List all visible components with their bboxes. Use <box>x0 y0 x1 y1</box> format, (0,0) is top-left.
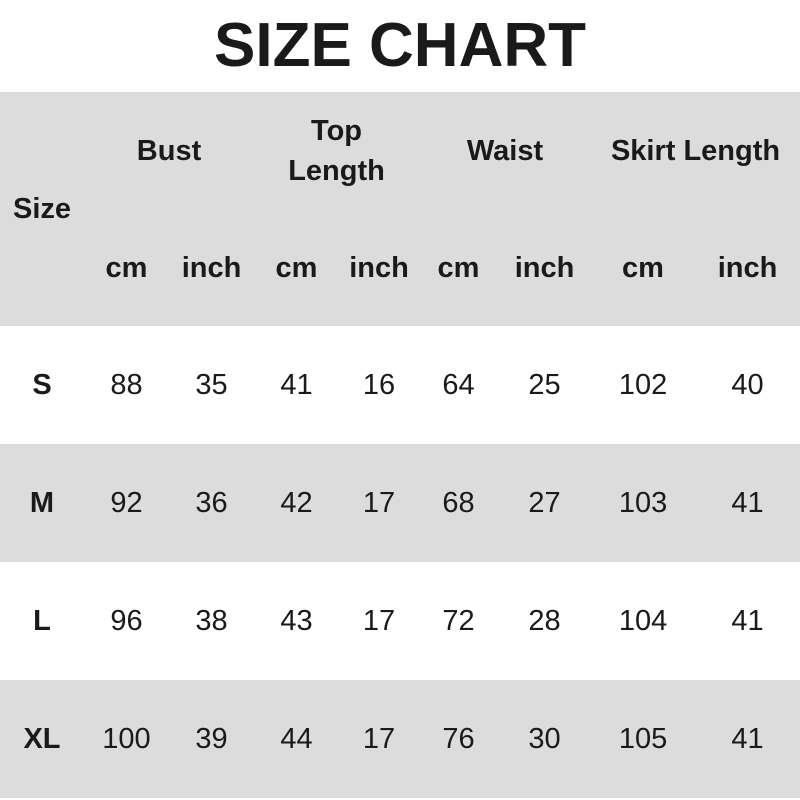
value-cell: 30 <box>528 722 561 755</box>
table-row: M 92 36 42 17 68 27 103 41 <box>0 444 800 562</box>
value-cell: 40 <box>731 368 764 401</box>
unit-header: inch <box>514 251 575 284</box>
size-chart-table: Size Bust Top Length Waist Skirt Length … <box>0 92 800 798</box>
value-cell: 36 <box>195 486 228 519</box>
unit-header: cm <box>437 251 480 284</box>
header-group-row: Size Bust Top Length Waist Skirt Length <box>0 92 800 225</box>
value-cell: 92 <box>110 486 143 519</box>
value-cell: 68 <box>442 486 475 519</box>
unit-header: cm <box>622 251 664 284</box>
value-cell: 17 <box>362 722 396 755</box>
size-cell: S <box>32 368 52 401</box>
table-row: L 96 38 43 17 72 28 104 41 <box>0 562 800 680</box>
value-cell: 41 <box>280 368 313 401</box>
unit-header: cm <box>275 251 318 284</box>
unit-header: inch <box>181 251 242 284</box>
value-cell: 103 <box>618 486 668 519</box>
unit-header: inch <box>349 251 409 284</box>
value-cell: 17 <box>362 486 396 519</box>
size-cell: L <box>33 604 51 637</box>
value-cell: 41 <box>731 486 764 519</box>
group-header-top-length: Top Length <box>288 115 385 187</box>
value-cell: 41 <box>731 722 764 755</box>
page-title: SIZE CHART <box>214 11 586 80</box>
size-header: Size <box>12 193 72 225</box>
value-cell: 39 <box>195 722 228 755</box>
value-cell: 105 <box>618 722 668 755</box>
group-header-bust: Bust <box>136 135 202 167</box>
group-header-waist: Waist <box>466 135 544 167</box>
value-cell: 16 <box>362 368 396 401</box>
value-cell: 72 <box>442 604 475 637</box>
value-cell: 104 <box>618 604 668 637</box>
value-cell: 88 <box>110 368 143 401</box>
value-cell: 27 <box>528 486 561 519</box>
value-cell: 17 <box>362 604 396 637</box>
table-row: S 88 35 41 16 64 25 102 40 <box>0 326 800 444</box>
value-cell: 25 <box>528 368 561 401</box>
header-unit-row: cm inch cm inch cm inch cm inch <box>0 210 800 326</box>
value-cell: 96 <box>110 604 143 637</box>
value-cell: 100 <box>102 722 151 755</box>
value-cell: 35 <box>195 368 228 401</box>
value-cell: 102 <box>618 368 668 401</box>
group-header-skirt-length: Skirt Length <box>610 135 781 167</box>
value-cell: 38 <box>195 604 228 637</box>
value-cell: 76 <box>442 722 475 755</box>
value-cell: 44 <box>280 722 313 755</box>
unit-header: inch <box>717 251 778 284</box>
value-cell: 43 <box>280 604 313 637</box>
table-row: XL 100 39 44 17 76 30 105 41 <box>0 680 800 798</box>
value-cell: 28 <box>528 604 561 637</box>
size-cell: XL <box>23 722 61 755</box>
value-cell: 41 <box>731 604 764 637</box>
size-cell: M <box>29 486 55 519</box>
value-cell: 42 <box>280 486 313 519</box>
value-cell: 64 <box>442 368 475 401</box>
unit-header: cm <box>105 251 148 284</box>
